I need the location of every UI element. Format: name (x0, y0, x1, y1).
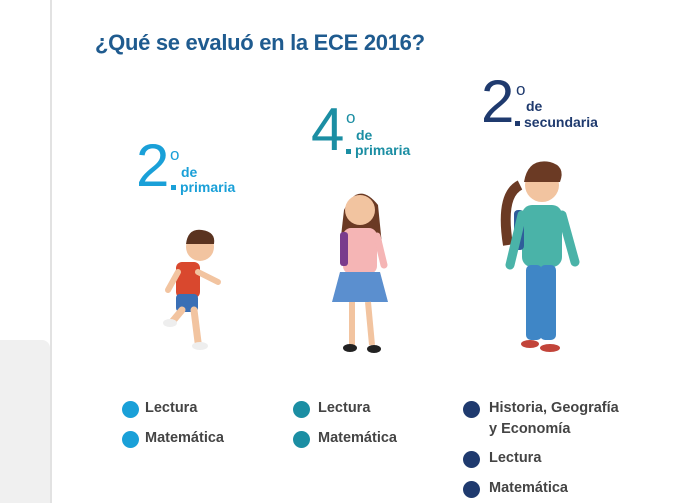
subject-icon (463, 481, 480, 498)
child-girl (332, 193, 388, 353)
grade-prefix: de (526, 98, 543, 114)
subject: Historia, Geografía y Economía (489, 400, 619, 437)
grade-level: primaria (355, 142, 411, 158)
subject-icon (463, 451, 480, 468)
side-panel (0, 340, 50, 503)
grade-prefix: de (181, 164, 198, 180)
subject-icon (293, 401, 310, 418)
grade-level: secundaria (524, 114, 598, 130)
title: ¿Qué se evaluó en la ECE 2016? (95, 30, 425, 55)
grade-ordinal: o (516, 80, 526, 99)
page-edge (50, 0, 52, 503)
teen-girl (500, 161, 580, 352)
subject: Lectura (318, 400, 371, 416)
subject-icon (122, 431, 139, 448)
subject: Lectura (145, 400, 198, 416)
grade-ordinal: o (170, 145, 180, 164)
grade-level: primaria (180, 179, 236, 195)
subject: Matemática (145, 430, 224, 446)
grade-prefix: de (356, 127, 373, 143)
subject: Lectura (489, 450, 542, 466)
child-boy (163, 229, 221, 350)
square (515, 121, 520, 126)
grade-number: 4 (311, 96, 345, 163)
grade-number: 2 (136, 132, 170, 199)
grade-number: 2 (481, 68, 515, 135)
square (171, 185, 176, 190)
grade-ordinal: o (346, 108, 356, 127)
subject: Matemática (318, 430, 397, 446)
subject-icon (463, 401, 480, 418)
subject-icon (122, 401, 139, 418)
subject-icon (293, 431, 310, 448)
square (346, 149, 351, 154)
subject: Matemática (489, 480, 568, 496)
